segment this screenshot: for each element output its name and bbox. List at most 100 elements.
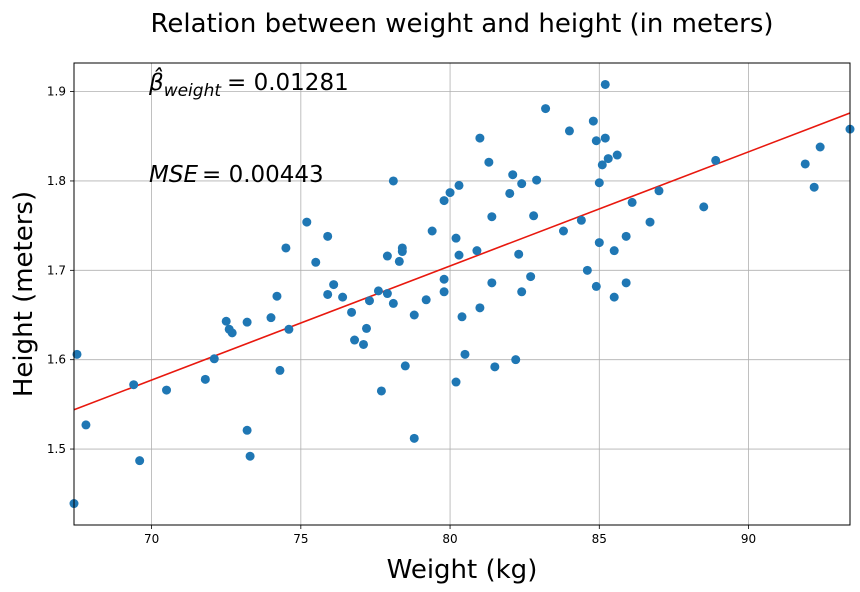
regression-line bbox=[73, 112, 851, 411]
data-point bbox=[421, 295, 431, 305]
x-tick-label: 70 bbox=[144, 532, 159, 546]
data-point bbox=[394, 256, 404, 266]
data-point bbox=[361, 323, 371, 333]
data-point bbox=[603, 154, 613, 164]
chart-title: Relation between weight and height (in m… bbox=[150, 9, 773, 39]
data-point bbox=[594, 238, 604, 248]
data-point bbox=[135, 456, 145, 466]
data-point bbox=[588, 116, 598, 126]
data-point bbox=[487, 212, 497, 222]
data-point bbox=[311, 257, 321, 267]
data-point bbox=[439, 287, 449, 297]
data-point bbox=[454, 250, 464, 260]
data-point bbox=[266, 313, 276, 323]
data-point bbox=[475, 133, 485, 143]
data-point bbox=[427, 226, 437, 236]
data-point bbox=[541, 104, 551, 114]
data-point bbox=[621, 231, 631, 241]
data-point bbox=[815, 142, 825, 152]
data-point bbox=[600, 133, 610, 143]
beta-annotation: β̂weight = 0.01281 bbox=[148, 67, 349, 101]
data-point bbox=[221, 316, 231, 326]
data-point bbox=[284, 324, 294, 334]
data-point bbox=[487, 278, 497, 288]
data-point bbox=[490, 362, 500, 372]
data-point bbox=[558, 226, 568, 236]
x-tick-label: 75 bbox=[293, 532, 308, 546]
data-point bbox=[364, 296, 374, 306]
data-point bbox=[439, 196, 449, 206]
data-point bbox=[600, 79, 610, 89]
data-point bbox=[329, 280, 339, 290]
data-point bbox=[645, 217, 655, 227]
data-point bbox=[621, 278, 631, 288]
data-point bbox=[388, 298, 398, 308]
data-point bbox=[281, 243, 291, 253]
data-point bbox=[129, 380, 139, 390]
data-point bbox=[382, 251, 392, 261]
data-point bbox=[800, 159, 810, 169]
data-point bbox=[809, 182, 819, 192]
beta-symbol: β̂ bbox=[148, 67, 164, 96]
data-point bbox=[242, 317, 252, 327]
x-tick-label: 80 bbox=[442, 532, 457, 546]
data-point bbox=[517, 287, 527, 297]
data-point bbox=[245, 451, 255, 461]
y-axis-ticks: 1.5 1.6 1.7 1.8 1.9 bbox=[47, 85, 74, 456]
data-point bbox=[591, 281, 601, 291]
data-point bbox=[275, 365, 285, 375]
data-point bbox=[594, 178, 604, 188]
x-axis-label: Weight (kg) bbox=[387, 555, 538, 585]
data-point bbox=[242, 425, 252, 435]
data-point bbox=[612, 150, 622, 160]
data-point bbox=[302, 217, 312, 227]
data-point bbox=[382, 289, 392, 299]
data-point bbox=[200, 374, 210, 384]
data-point bbox=[81, 420, 91, 430]
data-point bbox=[451, 233, 461, 243]
data-point bbox=[627, 197, 637, 207]
beta-value: = 0.01281 bbox=[227, 70, 349, 96]
data-point bbox=[514, 249, 524, 259]
data-point bbox=[409, 433, 419, 443]
data-point bbox=[472, 246, 482, 256]
y-tick-label: 1.9 bbox=[47, 85, 66, 99]
data-point bbox=[323, 231, 333, 241]
data-point bbox=[359, 339, 369, 349]
beta-subscript: weight bbox=[164, 81, 223, 101]
data-point bbox=[457, 312, 467, 322]
data-point bbox=[373, 286, 383, 296]
data-point bbox=[505, 188, 515, 198]
mse-value: = 0.00443 bbox=[202, 162, 324, 188]
data-point bbox=[582, 265, 592, 275]
data-point bbox=[350, 335, 360, 345]
data-point bbox=[532, 175, 542, 185]
data-point bbox=[338, 292, 348, 302]
data-point bbox=[72, 349, 82, 359]
x-tick-label: 90 bbox=[741, 532, 756, 546]
mse-annotation: MSE = 0.00443 bbox=[149, 162, 324, 188]
data-point bbox=[508, 170, 518, 180]
data-point bbox=[439, 274, 449, 284]
data-point bbox=[227, 328, 237, 338]
x-tick-label: 85 bbox=[592, 532, 607, 546]
data-point bbox=[529, 211, 539, 221]
y-tick-label: 1.8 bbox=[47, 174, 66, 188]
data-point bbox=[400, 361, 410, 371]
data-point bbox=[511, 355, 521, 365]
data-point bbox=[347, 307, 357, 317]
plot-frame bbox=[73, 62, 851, 526]
y-axis-label: Height (meters) bbox=[9, 191, 39, 397]
mse-symbol: MSE bbox=[149, 162, 198, 188]
x-axis-ticks: 70 75 80 85 90 bbox=[144, 525, 756, 546]
data-point bbox=[517, 179, 527, 189]
data-point bbox=[209, 354, 219, 364]
data-point bbox=[445, 188, 455, 198]
data-point bbox=[272, 291, 282, 301]
data-point bbox=[564, 126, 574, 136]
data-point bbox=[526, 272, 536, 282]
data-point bbox=[654, 186, 664, 196]
fit-line-group bbox=[73, 112, 851, 411]
